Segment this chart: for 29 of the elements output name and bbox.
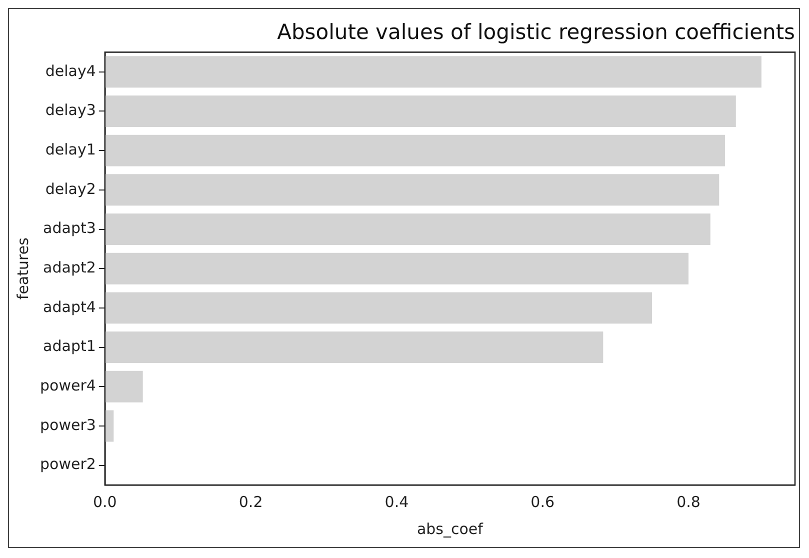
x-axis-title: abs_coef [416,520,484,538]
chart-title: Absolute values of logistic regression coefficients [277,20,795,44]
y-tick-label: delay3 [45,101,96,120]
y-tick-label: power3 [40,416,96,434]
x-tick-label: 0.6 [530,492,555,511]
y-tick-label: adapt3 [43,219,96,238]
bar [104,292,652,324]
x-tick-label: 0.2 [238,492,263,511]
y-tick-label: adapt4 [43,298,96,316]
x-tick-label: 0.4 [384,492,409,511]
bar [104,410,114,442]
bar [104,214,710,245]
y-tick-label: power2 [40,455,96,474]
bar [104,134,725,166]
bar [104,174,720,206]
x-tick-label: 0.8 [676,492,700,511]
y-tick-label: delay4 [45,62,96,80]
bar [104,56,762,88]
y-tick-label: power4 [40,376,96,395]
bar [104,252,688,284]
x-tick-label: 0.0 [92,492,117,511]
y-axis-title: features [14,237,32,300]
bar [104,95,736,127]
bar [104,332,604,364]
y-tick-label: delay1 [45,140,96,158]
y-tick-label: delay2 [45,180,96,198]
y-tick-label: adapt2 [43,258,96,276]
y-tick-label: adapt1 [43,337,96,356]
bar [104,370,143,402]
